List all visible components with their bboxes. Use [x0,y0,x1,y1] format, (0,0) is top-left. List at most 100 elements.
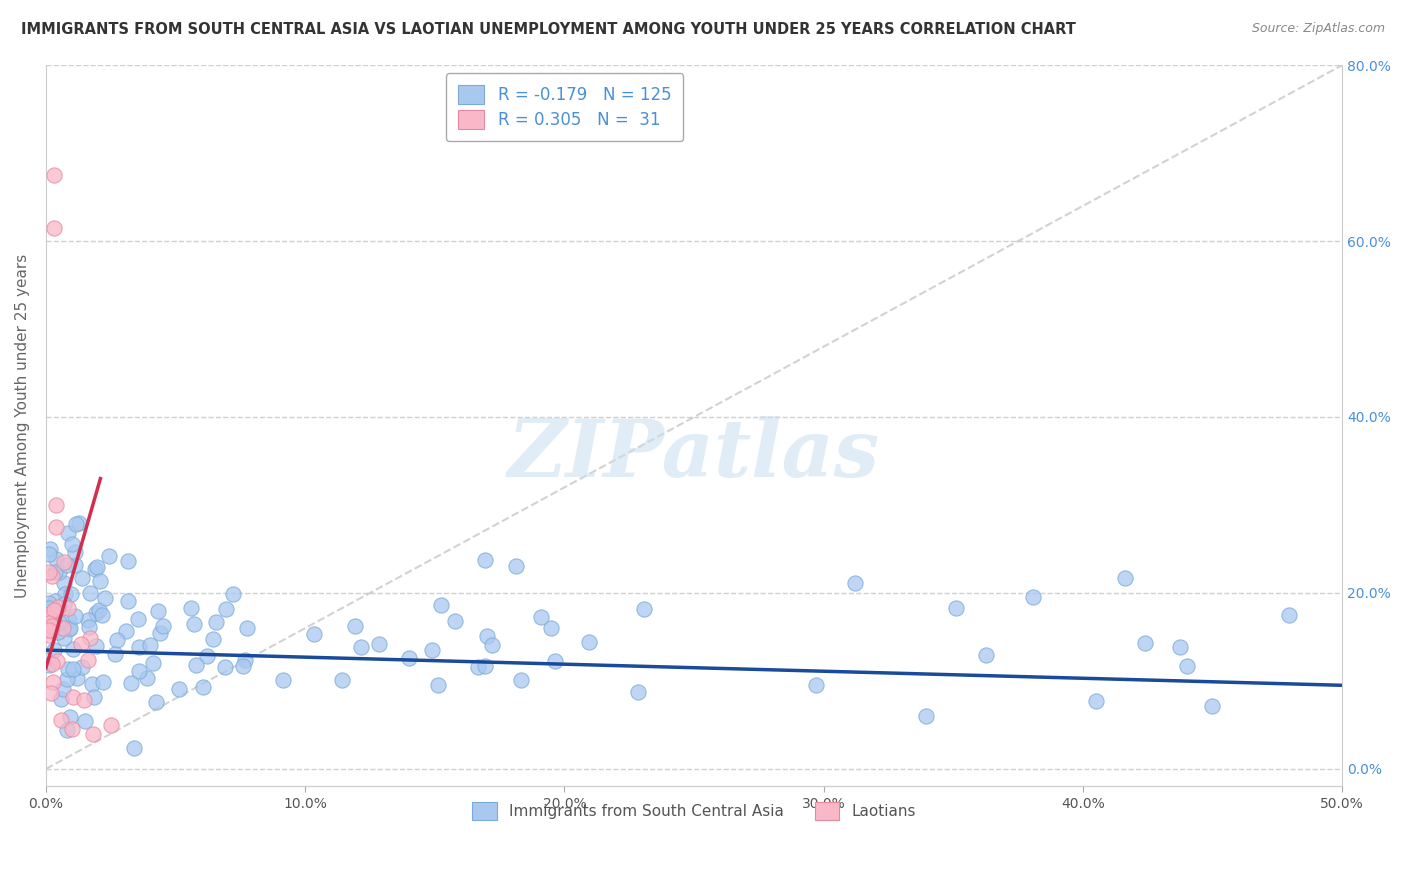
Point [467,660,489,674]
Point [98,549,121,563]
Text: ZIPatlas: ZIPatlas [508,416,880,493]
Point [184,657,207,672]
Point [146,604,169,618]
Point [38,601,60,615]
Point [117,594,139,608]
Point [120,675,142,690]
Point [82,727,104,741]
Point [544,654,567,668]
Point [45,498,67,512]
Point [38,615,60,630]
Point [62,662,84,676]
Point [70,659,93,673]
Point [52,621,75,635]
Point [60,587,83,601]
Point [38,628,60,642]
Point [59,621,82,635]
Point [66,671,89,685]
Point [145,695,167,709]
Point [60,723,83,737]
Point [945,600,967,615]
Point [128,640,150,654]
Point [39,686,62,700]
Point [38,542,60,557]
Point [41,620,63,634]
Point [75,714,97,728]
Point [77,620,100,634]
Point [806,677,828,691]
Point [343,619,366,633]
Point [330,673,353,687]
Point [214,660,236,674]
Point [509,673,531,687]
Point [427,678,450,692]
Text: Source: ZipAtlas.com: Source: ZipAtlas.com [1251,22,1385,36]
Point [84,562,107,576]
Point [58,525,80,540]
Point [103,647,125,661]
Point [474,553,496,567]
Point [52,576,75,591]
Point [56,672,79,686]
Point [1201,699,1223,714]
Point [56,662,79,676]
Legend: Immigrants from South Central Asia, Laotians: Immigrants from South Central Asia, Laot… [467,796,922,826]
Text: IMMIGRANTS FROM SOUTH CENTRAL ASIA VS LAOTIAN UNEMPLOYMENT AMONG YOUTH UNDER 25 : IMMIGRANTS FROM SOUTH CENTRAL ASIA VS LA… [21,22,1076,37]
Point [41,618,63,632]
Point [304,627,326,641]
Point [1022,590,1045,604]
Point [70,571,93,585]
Point [38,596,60,610]
Point [271,673,294,687]
Point [53,587,76,601]
Point [142,657,165,671]
Point [236,621,259,635]
Point [94,591,117,606]
Point [48,565,70,579]
Point [128,665,150,679]
Point [152,619,174,633]
Point [38,612,60,626]
Point [56,723,79,738]
Point [139,638,162,652]
Point [42,168,65,182]
Point [222,587,245,601]
Point [79,586,101,600]
Point [38,565,60,579]
Point [443,614,465,628]
Point [42,643,65,657]
Point [45,552,67,566]
Point [46,600,69,615]
Point [44,603,66,617]
Point [201,632,224,646]
Point [633,601,655,615]
Point [627,684,650,698]
Point [90,608,112,623]
Point [41,657,63,671]
Point [976,648,998,662]
Point [42,220,65,235]
Point [42,675,65,690]
Y-axis label: Unemployment Among Youth under 25 years: Unemployment Among Youth under 25 years [15,253,30,598]
Point [1168,640,1191,654]
Point [58,622,80,636]
Point [86,560,108,574]
Point [232,658,254,673]
Point [59,710,82,724]
Point [58,613,80,627]
Point [84,640,107,654]
Point [45,655,67,669]
Point [62,690,84,704]
Point [39,623,62,637]
Point [73,693,96,707]
Point [82,677,104,691]
Point [398,650,420,665]
Point [38,607,60,622]
Point [149,626,172,640]
Point [70,637,93,651]
Point [49,692,72,706]
Point [475,629,498,643]
Point [63,608,86,623]
Point [77,652,100,666]
Point [349,640,371,654]
